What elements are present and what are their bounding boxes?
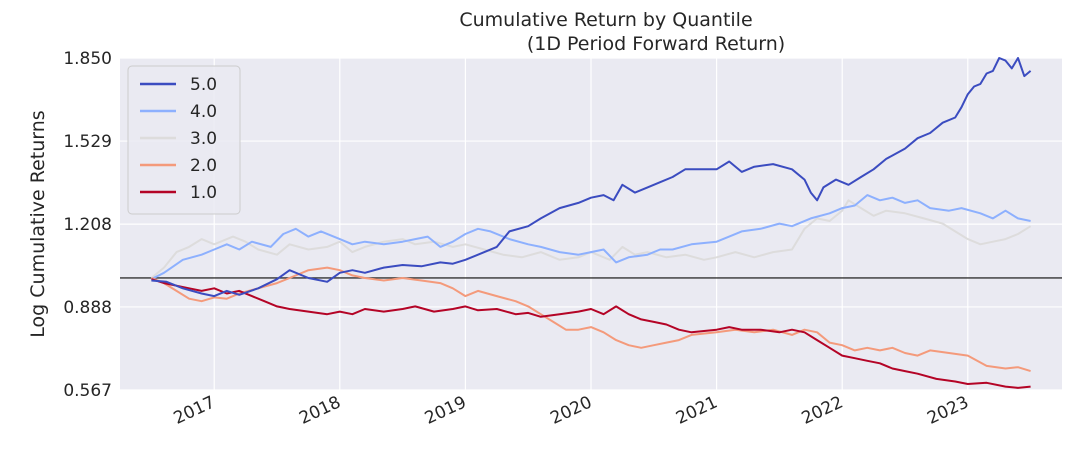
x-tick-label: 2023 — [924, 392, 972, 428]
legend-label: 2.0 — [190, 156, 217, 176]
legend: 5.0 4.0 3.0 2.0 1.0 — [127, 65, 241, 215]
series-lines — [150, 57, 1032, 389]
legend-label: 3.0 — [190, 129, 217, 149]
legend-box — [127, 65, 241, 215]
series-line-4-0 — [150, 194, 1031, 281]
chart-title-line2: (1D Period Forward Return) — [527, 33, 785, 55]
grid — [120, 57, 1062, 391]
legend-label: 4.0 — [190, 102, 217, 122]
chart-title-line1: Cumulative Return by Quantile — [459, 9, 752, 31]
y-tick-label: 1.850 — [63, 49, 112, 69]
legend-label: 5.0 — [190, 75, 217, 95]
series-line-5-0 — [151, 57, 1032, 298]
y-tick-label: 1.208 — [63, 215, 112, 235]
x-tick-label: 2017 — [171, 392, 219, 428]
y-tick-label: 0.567 — [63, 381, 112, 401]
y-ticks: 0.567 0.888 1.208 1.529 1.850 — [63, 49, 112, 401]
x-tick-label: 2018 — [296, 392, 344, 428]
x-ticks: 2017 2018 2019 2020 2021 2022 2023 — [171, 392, 972, 428]
legend-label: 1.0 — [190, 183, 217, 203]
x-tick-label: 2022 — [799, 392, 847, 428]
series-line-2-0 — [151, 266, 1031, 373]
series-line-3-0 — [150, 199, 1032, 279]
series-line-1-0 — [151, 278, 1031, 389]
x-tick-label: 2021 — [673, 392, 721, 428]
y-axis-label: Log Cumulative Returns — [27, 110, 49, 337]
y-tick-label: 0.888 — [63, 298, 112, 318]
x-tick-label: 2019 — [422, 392, 470, 428]
y-tick-label: 1.529 — [63, 132, 112, 152]
x-tick-label: 2020 — [547, 392, 595, 428]
